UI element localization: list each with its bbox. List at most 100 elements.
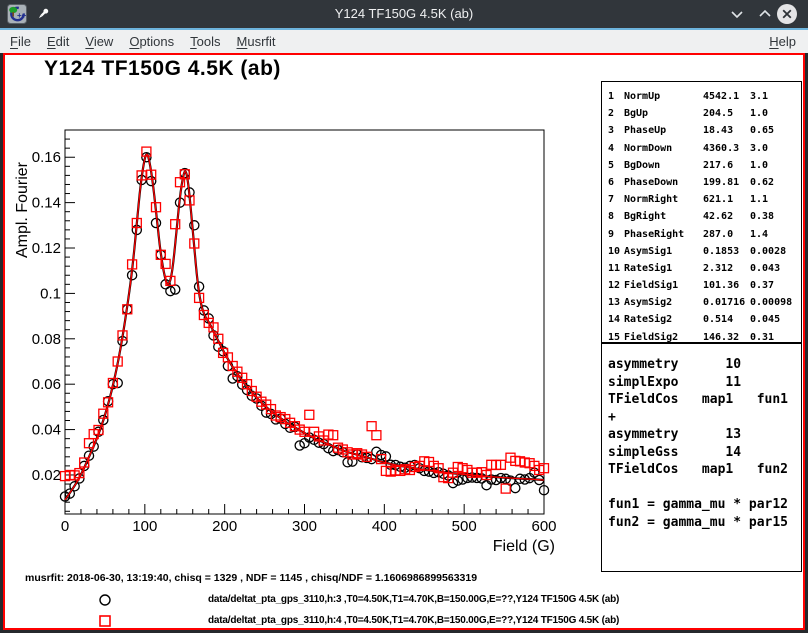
fit-info-line: musrfit: 2018-06-30, 13:19:40, chisq = 1…	[25, 572, 477, 584]
minimize-button[interactable]	[726, 3, 748, 25]
svg-text:400: 400	[372, 518, 397, 535]
param-name: BgDown	[624, 157, 703, 174]
menu-item-file[interactable]: File	[2, 30, 39, 53]
svg-text:0.04: 0.04	[32, 422, 61, 439]
legend-circle-marker-icon	[97, 592, 113, 608]
param-name: PhaseRight	[624, 226, 703, 243]
param-row-BgRight: 8BgRight42.620.38	[602, 208, 801, 225]
param-value: 621.1	[703, 191, 750, 208]
param-error: 3.1	[750, 88, 801, 105]
param-n: 13	[608, 294, 624, 311]
svg-text:0.16: 0.16	[32, 149, 61, 166]
param-value: 18.43	[703, 122, 750, 139]
param-n: 11	[608, 260, 624, 277]
menu-item-help[interactable]: Help	[761, 30, 804, 53]
x-axis-title: Field (G)	[493, 538, 555, 555]
menu-item-edit[interactable]: Edit	[39, 30, 77, 53]
window-title: Y124 TF150G 4.5K (ab)	[0, 0, 808, 28]
param-value: 204.5	[703, 105, 750, 122]
param-value: 0.01716	[703, 294, 750, 311]
param-error: 1.1	[750, 191, 801, 208]
param-n: 12	[608, 277, 624, 294]
root-canvas: Y124 TF150G 4.5K (ab) 010020030040050060…	[3, 53, 805, 630]
param-row-NormUp: 1NormUp4542.13.1	[602, 88, 801, 105]
legend-row-2: data/deltat_pta_gps_3110,h:4 ,T0=4.50K,T…	[5, 613, 803, 629]
parameter-stats-box[interactable]: 1NormUp4542.13.12BgUp204.51.03PhaseUp18.…	[601, 81, 802, 343]
param-name: RateSig2	[624, 311, 703, 328]
param-row-RateSig1: 11RateSig12.3120.043	[602, 260, 801, 277]
param-error: 1.0	[750, 157, 801, 174]
param-error: 3.0	[750, 140, 801, 157]
close-button[interactable]	[776, 3, 798, 25]
x-axis: 0 100 200 300 400 500 600 Field (G)	[61, 504, 557, 555]
param-value: 42.62	[703, 208, 750, 225]
menu-item-view[interactable]: View	[77, 30, 121, 53]
param-row-AsymSig2: 13AsymSig20.017160.00098	[602, 294, 801, 311]
param-name: FieldSig1	[624, 277, 703, 294]
param-n: 7	[608, 191, 624, 208]
svg-text:0.08: 0.08	[32, 331, 61, 348]
menu-item-options[interactable]: Options	[121, 30, 182, 53]
param-row-PhaseUp: 3PhaseUp18.430.65	[602, 122, 801, 139]
param-n: 14	[608, 311, 624, 328]
svg-text:0.02: 0.02	[32, 467, 61, 484]
menu-item-musrfit[interactable]: Musrfit	[229, 30, 284, 53]
menubar: FileEditViewOptionsToolsMusrfit Help	[0, 30, 808, 53]
param-error: 0.043	[750, 260, 801, 277]
param-value: 217.6	[703, 157, 750, 174]
param-value: 0.1853	[703, 243, 750, 260]
param-row-RateSig2: 14RateSig20.5140.045	[602, 311, 801, 328]
svg-text:0.12: 0.12	[32, 240, 61, 257]
svg-text:300: 300	[292, 518, 317, 535]
param-error: 0.37	[750, 277, 801, 294]
param-row-PhaseRight: 9PhaseRight287.01.4	[602, 226, 801, 243]
maximize-button[interactable]	[754, 3, 776, 25]
param-error: 0.62	[750, 174, 801, 191]
param-n: 10	[608, 243, 624, 260]
svg-text:500: 500	[452, 518, 477, 535]
series-h3-markers	[60, 153, 548, 502]
theory-box[interactable]: asymmetry 10 simplExpo 11 TFieldCos map1…	[601, 343, 802, 572]
param-row-NormRight: 7NormRight621.11.1	[602, 191, 801, 208]
param-value: 199.81	[703, 174, 750, 191]
param-error: 0.65	[750, 122, 801, 139]
param-n: 6	[608, 174, 624, 191]
param-n: 1	[608, 88, 624, 105]
param-error: 1.4	[750, 226, 801, 243]
y-axis-title: Ampl. Fourier	[14, 161, 31, 258]
titlebar: ++ Y124 TF150G 4.5K (ab)	[0, 0, 808, 28]
param-n: 8	[608, 208, 624, 225]
param-n: 2	[608, 105, 624, 122]
svg-text:100: 100	[132, 518, 157, 535]
param-row-BgDown: 5BgDown217.61.0	[602, 157, 801, 174]
param-row-NormDown: 4NormDown4360.33.0	[602, 140, 801, 157]
param-name: NormDown	[624, 140, 703, 157]
menu-item-tools[interactable]: Tools	[182, 30, 228, 53]
svg-text:0.14: 0.14	[32, 195, 61, 212]
svg-text:600: 600	[531, 518, 556, 535]
param-n: 3	[608, 122, 624, 139]
param-name: AsymSig2	[624, 294, 703, 311]
legend-label: data/deltat_pta_gps_3110,h:4 ,T0=4.50K,T…	[208, 615, 619, 626]
param-name: NormUp	[624, 88, 703, 105]
param-name: BgUp	[624, 105, 703, 122]
legend-row-1: data/deltat_pta_gps_3110,h:3 ,T0=4.50K,T…	[5, 592, 803, 608]
svg-text:200: 200	[212, 518, 237, 535]
param-name: PhaseDown	[624, 174, 703, 191]
param-error: 0.00098	[750, 294, 801, 311]
param-value: 4360.3	[703, 140, 750, 157]
param-name: NormRight	[624, 191, 703, 208]
svg-text:0.1: 0.1	[40, 285, 61, 302]
param-name: RateSig1	[624, 260, 703, 277]
param-name: AsymSig1	[624, 243, 703, 260]
param-name: BgRight	[624, 208, 703, 225]
param-row-AsymSig1: 10AsymSig10.18530.0028	[602, 243, 801, 260]
legend-label: data/deltat_pta_gps_3110,h:3 ,T0=4.50K,T…	[208, 594, 619, 605]
param-n: 5	[608, 157, 624, 174]
plot-frame	[65, 130, 544, 514]
y-axis: 0.020.040.060.080.10.120.140.16Ampl. Fou…	[14, 139, 75, 511]
param-value: 0.514	[703, 311, 750, 328]
svg-text:0: 0	[61, 518, 69, 535]
param-row-PhaseDown: 6PhaseDown199.810.62	[602, 174, 801, 191]
param-error: 0.045	[750, 311, 801, 328]
